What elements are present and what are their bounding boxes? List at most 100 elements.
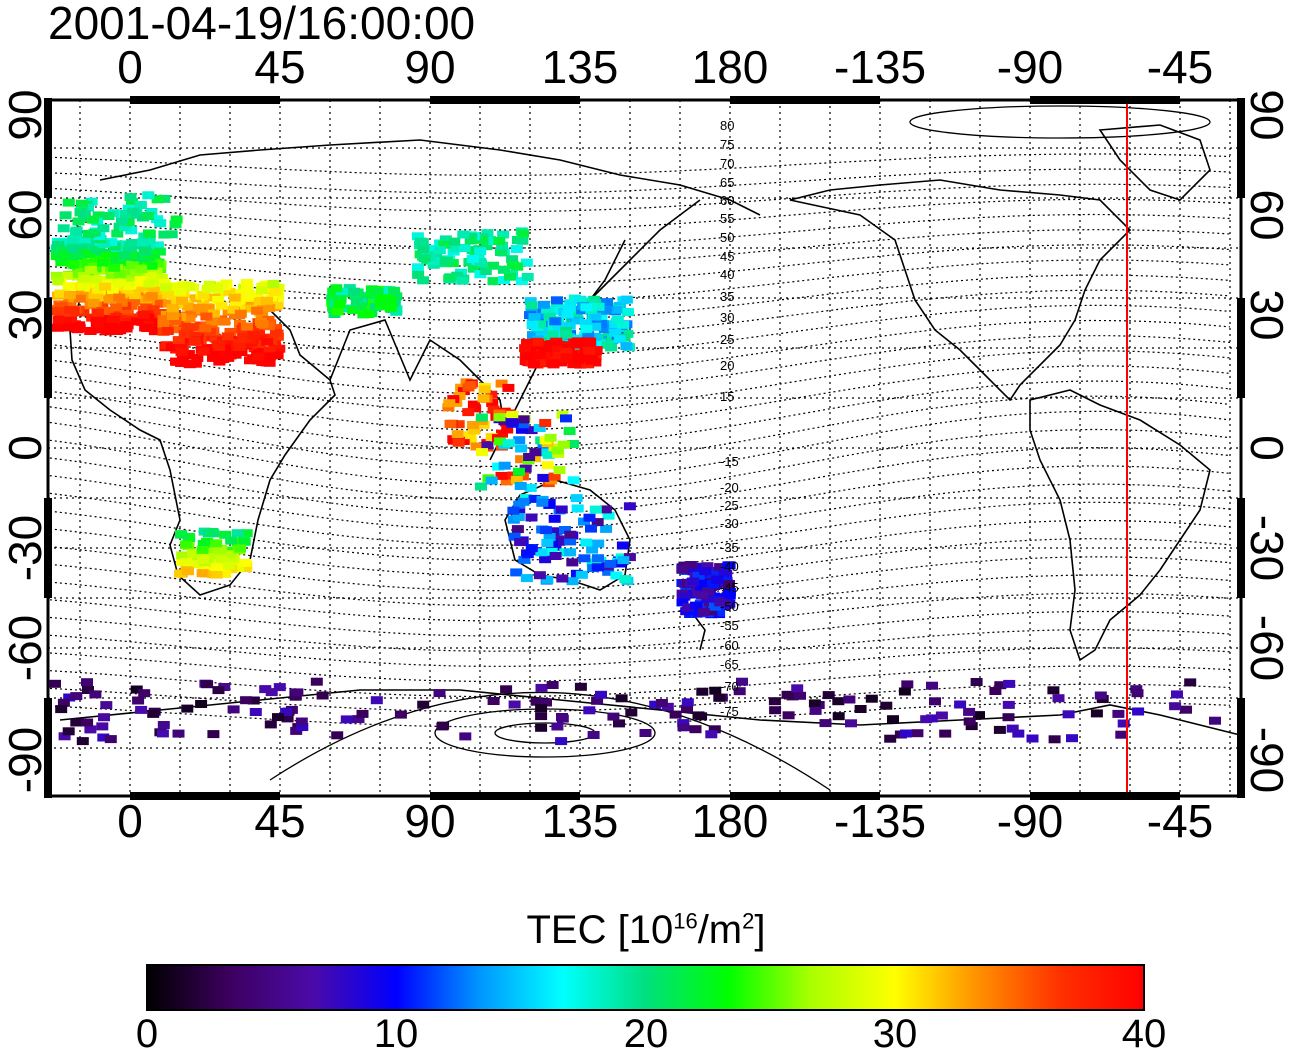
tec-cell — [1002, 713, 1015, 722]
tec-cell — [114, 326, 127, 335]
left-frame-bar — [44, 698, 52, 798]
tec-cell — [822, 691, 835, 700]
x-tick-label-bottom: 45 — [254, 795, 306, 847]
tec-cell — [201, 680, 214, 689]
tec-cell — [234, 544, 247, 553]
tec-cell — [215, 301, 228, 310]
tec-cell — [87, 215, 100, 224]
tec-cell — [678, 561, 691, 570]
tec-cell — [782, 711, 795, 720]
tec-cell — [571, 315, 584, 324]
tec-cell — [212, 296, 225, 304]
tec-cell — [567, 440, 580, 448]
tec-cell — [551, 722, 564, 731]
tec-cell — [993, 725, 1006, 734]
tec-cell — [147, 305, 160, 314]
colorbar-tick-label: 30 — [872, 1012, 918, 1056]
tec-cell — [59, 211, 72, 220]
tec-cell — [552, 345, 564, 354]
tec-cell — [884, 734, 897, 743]
tec-cell — [72, 322, 85, 331]
contour-label: 70 — [720, 156, 734, 171]
tec-cell — [1117, 719, 1130, 728]
tec-cell — [417, 700, 430, 709]
tec-cell — [452, 438, 465, 447]
tec-cell — [244, 356, 256, 365]
tec-cell — [0, 496, 5, 504]
tec-cell — [59, 318, 72, 327]
tec-cell — [496, 241, 509, 250]
tec-cell — [926, 681, 938, 690]
tec-cell — [209, 334, 222, 343]
x-tick-label-bottom: 90 — [404, 795, 456, 847]
tec-cell — [696, 591, 709, 600]
tec-cell — [127, 207, 140, 216]
tec-cell — [0, 483, 6, 491]
tec-cell — [81, 678, 93, 687]
tec-cell — [538, 345, 551, 354]
plot-area: 80 75 70 65 60 55 50 45 40 35 30 25 20 15 -15 -20 -25 -30… — [0, 96, 1245, 800]
tec-cell — [464, 381, 477, 389]
tec-cell — [174, 287, 186, 296]
colorbar-title-suffix: ] — [754, 908, 766, 952]
x-tick-label-top: -135 — [833, 41, 927, 93]
tec-cell — [450, 244, 463, 253]
tec-cell — [0, 423, 2, 431]
tec-cell — [690, 601, 702, 610]
tec-cell — [52, 323, 65, 332]
tec-cell — [808, 699, 821, 708]
tec-cell — [174, 569, 186, 578]
contour-label: 65 — [720, 175, 734, 190]
y-tick-label-left: 0 — [0, 435, 51, 461]
right-frame-bar — [1237, 298, 1245, 398]
tec-cell — [684, 561, 697, 569]
tec-cell — [515, 444, 528, 453]
tec-cell — [64, 306, 77, 315]
colorbar-title-exponent2: 2 — [742, 908, 755, 934]
tec-cell — [102, 212, 115, 220]
tec-cell — [560, 330, 573, 339]
tec-cell — [616, 541, 629, 550]
right-frame-bar — [1237, 698, 1245, 798]
tec-cell — [560, 414, 572, 423]
tec-cell — [723, 580, 735, 589]
right-frame-bar — [1237, 98, 1245, 198]
tec-cell — [587, 731, 600, 739]
tec-cell — [350, 297, 363, 306]
tec-cell — [521, 338, 533, 347]
tec-cell — [92, 211, 105, 220]
south-contour-arc — [269, 691, 831, 791]
colorbar-tick-label: 10 — [373, 1012, 419, 1056]
tec-cell — [843, 695, 856, 704]
tec-cell — [115, 217, 128, 226]
x-tick-label-top: 180 — [691, 41, 769, 93]
tec-cell — [794, 691, 806, 700]
colorbar-bar — [146, 964, 1145, 1011]
left-frame-bar — [44, 98, 52, 198]
tec-cell — [898, 687, 911, 696]
tec-cell — [865, 694, 878, 703]
tec-cell — [989, 687, 1002, 695]
tec-cell — [384, 295, 397, 304]
tec-cell — [261, 337, 274, 346]
tec-cell — [510, 245, 523, 253]
tec-cell — [251, 292, 264, 301]
tec-cell — [566, 577, 579, 586]
tec-cell — [103, 295, 116, 304]
tec-cell — [96, 300, 109, 309]
tec-cell — [559, 526, 571, 534]
tec-cell — [1132, 707, 1145, 716]
tec-cell — [1169, 702, 1182, 711]
tec-cell — [543, 312, 556, 321]
tec-cell — [62, 727, 75, 736]
tec-cell — [570, 494, 583, 503]
tec-cell — [1012, 729, 1025, 738]
tec-cell — [564, 548, 577, 557]
tec-cell — [456, 276, 469, 285]
tec-cell — [479, 267, 492, 275]
tec-cell — [439, 235, 452, 244]
tec-cell — [506, 255, 519, 264]
tec-cell — [563, 427, 576, 435]
tec-cell — [525, 544, 538, 553]
tec-cell — [224, 550, 237, 559]
